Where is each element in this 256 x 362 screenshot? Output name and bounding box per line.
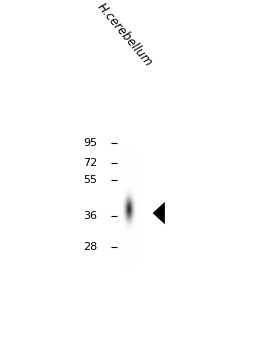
Text: 55: 55 — [83, 174, 97, 185]
Text: H.cerebellum: H.cerebellum — [94, 1, 155, 69]
Text: 28: 28 — [83, 241, 97, 252]
Text: 36: 36 — [83, 211, 97, 222]
Text: 72: 72 — [83, 158, 97, 168]
Polygon shape — [153, 202, 165, 224]
Text: 95: 95 — [83, 138, 97, 148]
Bar — [118, 34, 140, 349]
